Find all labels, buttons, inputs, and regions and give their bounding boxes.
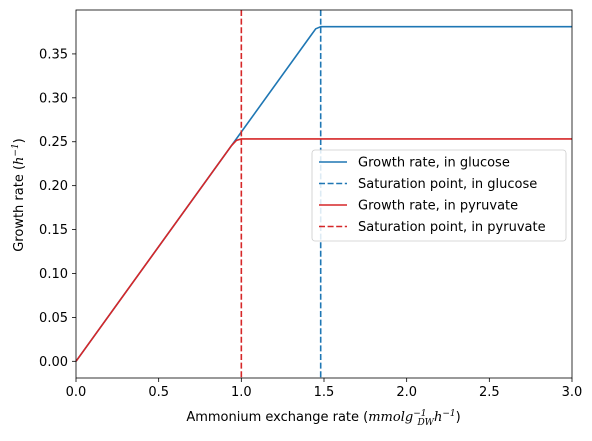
x-axis-ticks: 0.0 0.5 1.0 1.5 2.0 2.5 3.0 bbox=[66, 378, 583, 400]
x-tick-label: 0.5 bbox=[148, 385, 169, 400]
legend-items: Growth rate, in glucose Saturation point,… bbox=[319, 156, 546, 235]
legend-box bbox=[311, 149, 567, 242]
x-tick-label: 2.0 bbox=[396, 385, 417, 400]
y-axis-label: Growth rate (h−1) bbox=[11, 138, 27, 252]
legend-label-2: Saturation point, in glucose bbox=[358, 177, 537, 192]
y-tick-label: 0.15 bbox=[39, 223, 68, 238]
x-tick-label: 1.5 bbox=[314, 385, 335, 400]
x-tick-label: 2.5 bbox=[479, 385, 500, 400]
x-axis-label: Ammonium exchange rate (mmolg−1 DWh−1) bbox=[186, 409, 460, 428]
y-tick-label: 0.20 bbox=[39, 179, 68, 194]
legend-label-3: Growth rate, in pyruvate bbox=[358, 199, 518, 214]
y-tick-label: 0.25 bbox=[39, 135, 68, 150]
x-tick-label: 1.0 bbox=[231, 385, 252, 400]
x-tick-label: 3.0 bbox=[562, 385, 583, 400]
y-tick-label: 0.10 bbox=[39, 267, 68, 282]
y-tick-label: 0.00 bbox=[39, 355, 68, 370]
series-layer bbox=[75, 10, 572, 378]
x-tick-label: 0.0 bbox=[66, 385, 87, 400]
y-tick-label: 0.35 bbox=[39, 47, 68, 62]
legend: Growth rate, in glucose Saturation point,… bbox=[311, 149, 567, 242]
y-tick-label: 0.30 bbox=[39, 91, 68, 106]
y-tick-label: 0.05 bbox=[39, 311, 68, 326]
y-axis-ticks: 0.00 0.05 0.10 0.15 0.20 0.25 0.30 0.35 bbox=[39, 47, 76, 370]
series-3-line bbox=[75, 138, 572, 362]
legend-label-4: Saturation point, in pyruvate bbox=[358, 220, 546, 235]
legend-label-1: Growth rate, in glucose bbox=[358, 156, 510, 171]
